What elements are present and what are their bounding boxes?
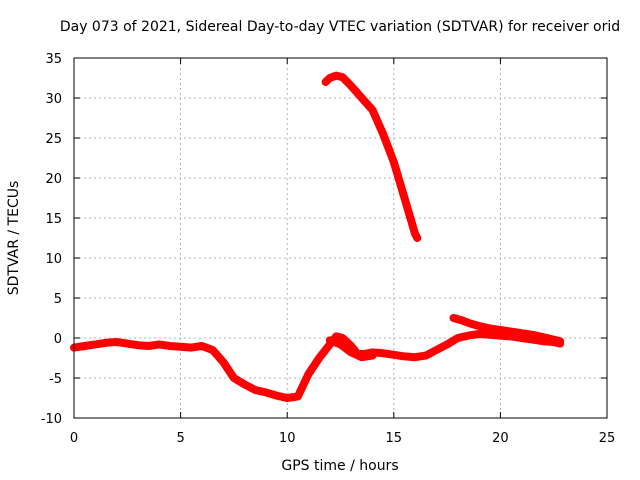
data-point: [369, 352, 376, 360]
y-axis-label: SDTVAR / TECUs: [6, 181, 22, 296]
data-point: [458, 316, 466, 324]
data-point: [339, 334, 347, 342]
x-tick-labels: 0 5 10 15 20 25: [70, 431, 615, 446]
data-point: [467, 320, 475, 328]
data-point: [102, 339, 110, 347]
tick-marks: [73, 57, 608, 419]
data-point: [166, 342, 174, 350]
data-point: [326, 74, 334, 82]
data-point: [454, 334, 462, 342]
data-point: [198, 342, 206, 350]
data-point: [326, 336, 334, 344]
data-point: [390, 351, 398, 359]
data-point: [113, 338, 121, 346]
data-point: [187, 344, 195, 352]
data-point: [294, 392, 302, 400]
data-point: [219, 358, 227, 366]
y-tick-label: 20: [45, 172, 62, 187]
x-tick-label: 0: [70, 431, 78, 446]
series-layer: [70, 71, 565, 402]
x-tick-label: 10: [279, 431, 296, 446]
data-point: [411, 353, 419, 361]
data-point: [401, 194, 408, 202]
data-point: [81, 342, 89, 350]
chart-title: Day 073 of 2021, Sidereal Day-to-day VTE…: [60, 19, 620, 35]
data-point: [507, 328, 515, 336]
data-point: [379, 349, 387, 357]
data-point: [134, 341, 142, 349]
data-point: [339, 73, 347, 81]
data-point: [358, 94, 366, 102]
data-point: [145, 342, 153, 350]
data-point: [230, 374, 238, 382]
data-point: [413, 234, 421, 242]
data-point: [432, 346, 440, 354]
data-point: [283, 394, 291, 402]
y-tick-label: 15: [45, 212, 62, 227]
data-point: [305, 370, 312, 378]
data-point: [155, 340, 163, 348]
x-tick-label: 25: [599, 431, 616, 446]
data-point: [241, 380, 249, 388]
data-point: [251, 386, 259, 394]
data-point: [450, 314, 457, 322]
data-point: [550, 336, 558, 344]
data-point: [209, 346, 217, 354]
x-tick-label: 5: [176, 431, 184, 446]
x-tick-label: 15: [386, 431, 403, 446]
plot-frame: [73, 57, 608, 419]
data-point: [464, 332, 472, 340]
data-point: [390, 158, 398, 166]
data-point: [539, 333, 547, 341]
x-axis-label: GPS time / hours: [281, 458, 398, 474]
data-point: [475, 322, 483, 330]
data-point: [401, 352, 408, 360]
data-point: [315, 354, 323, 362]
y-tick-label: 10: [45, 252, 62, 267]
data-point: [443, 340, 451, 348]
data-point: [273, 392, 280, 400]
grid: [74, 58, 607, 418]
y-tick-label: -10: [41, 412, 62, 427]
y-tick-label: 25: [45, 132, 62, 147]
data-point: [422, 352, 430, 360]
data-point: [379, 130, 387, 138]
series-line-3: [321, 71, 422, 242]
y-tick-label: 30: [45, 92, 62, 107]
data-point: [332, 72, 340, 80]
data-point: [177, 343, 185, 351]
data-point: [262, 388, 270, 396]
data-point: [496, 326, 504, 334]
y-tick-label: 35: [45, 52, 62, 67]
data-point: [475, 330, 483, 338]
data-point: [528, 331, 536, 339]
data-point: [358, 353, 366, 361]
data-point: [347, 348, 355, 356]
data-point: [337, 340, 344, 348]
y-tick-label: 5: [54, 292, 62, 307]
y-tick-label: -5: [49, 372, 62, 387]
y-tick-labels: -10 -5 0 5 10 15 20 25 30 35: [41, 52, 62, 427]
data-point: [91, 340, 99, 348]
data-point: [123, 340, 131, 348]
data-point: [556, 337, 564, 345]
data-point: [486, 324, 494, 332]
y-tick-label: 0: [54, 332, 62, 347]
data-point: [518, 329, 526, 337]
data-point: [486, 331, 494, 339]
data-point: [347, 82, 355, 90]
data-point: [369, 106, 376, 114]
x-tick-label: 20: [492, 431, 509, 446]
